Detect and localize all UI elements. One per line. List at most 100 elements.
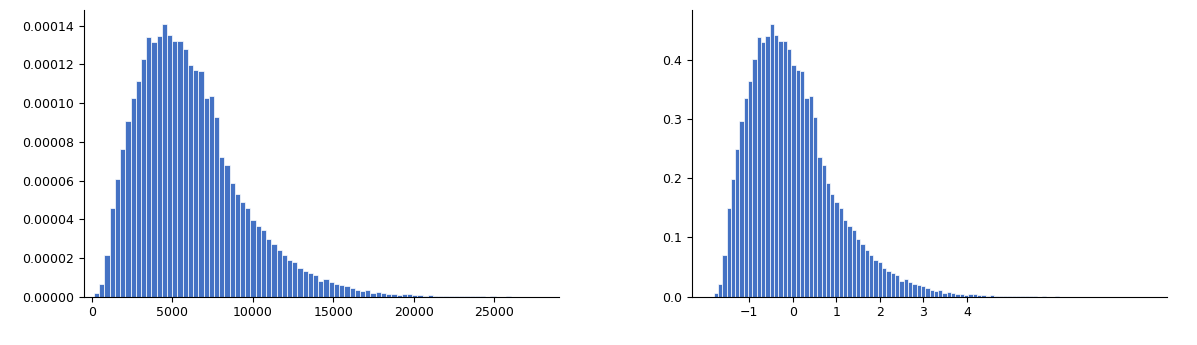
Bar [1011,296,1016,297]
Bar [99,284,104,297]
Bar [418,295,423,297]
Bar [952,293,955,297]
Bar [899,280,904,297]
Bar [735,149,740,297]
Bar [731,179,735,297]
Bar [907,282,912,297]
Bar [345,286,350,297]
Bar [977,295,982,297]
Bar [402,294,407,297]
Bar [250,220,256,297]
Bar [964,295,968,297]
Bar [995,296,998,297]
Bar [188,65,193,297]
Bar [947,292,952,297]
Bar [960,294,964,297]
Bar [831,194,834,297]
Bar [438,296,443,297]
Bar [199,71,203,297]
Bar [203,98,208,297]
Bar [791,65,796,297]
Bar [396,295,402,297]
Bar [917,285,920,297]
Bar [998,296,1003,297]
Bar [370,293,376,297]
Bar [126,121,130,297]
Bar [796,70,800,297]
Bar [990,295,995,297]
Bar [339,285,345,297]
Bar [120,149,126,297]
Bar [224,165,230,297]
Bar [808,96,813,297]
Bar [713,293,718,297]
Bar [172,41,177,297]
Bar [934,291,938,297]
Bar [157,36,162,297]
Bar [968,294,973,297]
Bar [141,59,146,297]
Bar [973,294,977,297]
Bar [856,239,861,297]
Bar [874,259,877,297]
Bar [168,35,172,297]
Bar [852,230,856,297]
Bar [753,59,757,297]
Bar [272,244,277,297]
Bar [1003,296,1007,297]
Bar [743,98,748,297]
Bar [412,295,418,297]
Bar [261,230,266,297]
Bar [942,293,947,297]
Bar [146,37,151,297]
Bar [303,271,308,297]
Bar [323,279,329,297]
Bar [130,98,135,297]
Bar [292,263,297,297]
Bar [433,296,438,297]
Bar [391,294,396,297]
Bar [770,24,774,297]
Bar [938,290,942,297]
Bar [354,290,360,297]
Bar [740,121,743,297]
Bar [722,255,727,297]
Bar [308,273,314,297]
Bar [245,208,250,297]
Bar [381,293,387,297]
Bar [423,296,427,297]
Bar [821,165,826,297]
Bar [318,280,323,297]
Bar [235,194,241,297]
Bar [241,202,245,297]
Bar [266,239,272,297]
Bar [886,271,891,297]
Bar [861,244,864,297]
Bar [904,279,907,297]
Bar [387,294,391,297]
Bar [727,208,731,297]
Bar [912,284,917,297]
Bar [761,42,765,297]
Bar [427,295,433,297]
Bar [813,117,818,297]
Bar [1020,296,1025,297]
Bar [443,296,449,297]
Bar [786,49,791,297]
Bar [982,295,985,297]
Bar [882,268,886,297]
Bar [778,41,783,297]
Bar [985,296,990,297]
Bar [177,41,183,297]
Bar [193,70,199,297]
Bar [895,275,899,297]
Bar [151,42,157,297]
Bar [464,296,469,297]
Bar [783,41,786,297]
Bar [818,157,821,297]
Bar [110,208,115,297]
Bar [449,296,454,297]
Bar [219,157,224,297]
Bar [360,291,365,297]
Bar [1029,296,1033,297]
